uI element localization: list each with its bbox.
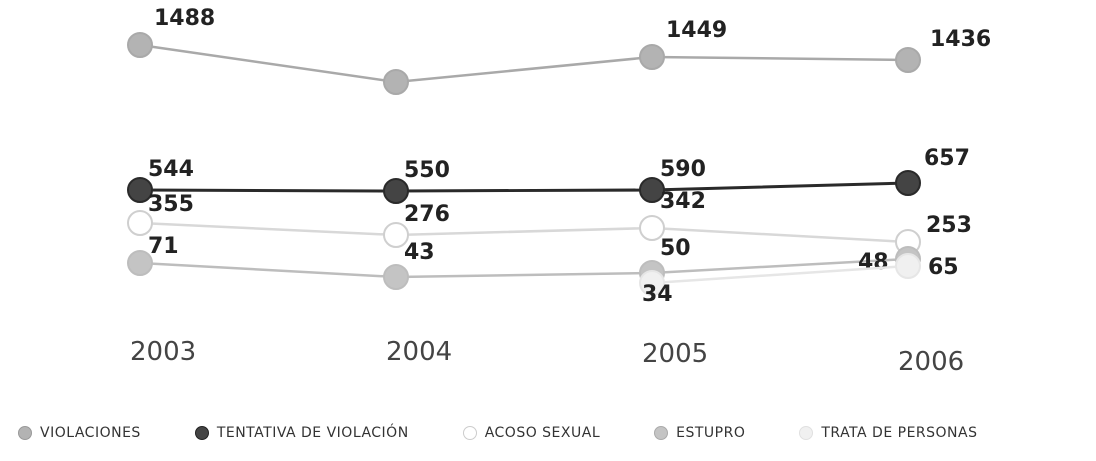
legend-item-tentativa: TENTATIVA DE VIOLACIÓN (194, 425, 409, 441)
series-line-1 (139, 181, 909, 193)
point-0-0 (127, 32, 153, 58)
series-line-0 (139, 43, 909, 84)
point-3-0 (127, 250, 153, 276)
data-label-4-2: 34 (642, 282, 673, 307)
data-label-0-3: 1436 (930, 27, 991, 52)
x-tick-label-2005: 2005 (642, 339, 708, 369)
data-label-1-2: 590 (660, 157, 706, 182)
legend-item-acoso: ACOSO SEXUAL (462, 425, 601, 441)
point-0-2 (639, 44, 665, 70)
legend-item-trata: TRATA DE PERSONAS (799, 425, 977, 441)
point-4-3 (895, 253, 921, 279)
legend-item-violaciones: VIOLACIONES (18, 425, 141, 441)
legend-label-tentativa: TENTATIVA DE VIOLACIÓN (216, 425, 409, 441)
legend-swatch-acoso (462, 426, 477, 440)
data-label-2-0: 355 (148, 192, 194, 217)
point-2-1 (383, 222, 409, 248)
data-label-0-2: 1449 (666, 18, 727, 43)
data-label-1-0: 544 (148, 157, 194, 182)
legend-label-estupro: ESTUPRO (676, 425, 746, 441)
data-label-1-3: 657 (924, 146, 970, 171)
data-label-3-3: 48 (858, 250, 889, 275)
legend-label-trata: TRATA DE PERSONAS (821, 425, 978, 441)
legend-label-violaciones: VIOLACIONES (40, 425, 141, 441)
point-0-3 (895, 47, 921, 73)
x-tick-label-2003: 2003 (130, 337, 196, 367)
point-4-2 (639, 270, 665, 296)
data-label-3-0: 71 (148, 234, 179, 259)
point-1-1 (383, 178, 409, 204)
legend-item-estupro: ESTUPRO (654, 425, 745, 441)
point-2-0 (127, 210, 153, 236)
data-label-4-3: 65 (928, 255, 959, 280)
legend-swatch-estupro (654, 426, 669, 440)
legend-swatch-trata (799, 426, 814, 440)
legend-swatch-violaciones (18, 426, 32, 440)
legend-swatch-tentativa (194, 426, 209, 440)
x-tick-label-2004: 2004 (386, 337, 452, 367)
data-label-2-1: 276 (404, 202, 450, 227)
data-label-1-1: 550 (404, 158, 450, 183)
data-label-3-2: 50 (660, 236, 691, 261)
x-tick-label-2006: 2006 (898, 347, 964, 377)
series-line-2 (139, 221, 909, 244)
data-label-2-3: 253 (926, 213, 972, 238)
point-1-0 (127, 177, 153, 203)
point-1-2 (639, 177, 665, 203)
series-line-4 (651, 264, 909, 285)
legend-label-acoso: ACOSO SEXUAL (484, 425, 601, 441)
data-label-0-0: 1488 (154, 6, 215, 31)
data-label-3-1: 43 (404, 240, 435, 265)
series-line-3 (139, 257, 909, 279)
legend: VIOLACIONES TENTATIVA DE VIOLACIÓN ACOSO… (18, 425, 978, 441)
line-chart: 1488 1449 1436 544 550 590 657 355 276 342 253 71 43… (127, 6, 991, 377)
point-3-1 (383, 264, 409, 290)
point-0-1 (383, 69, 409, 95)
point-1-3 (895, 170, 921, 196)
data-label-2-2: 342 (660, 189, 706, 214)
point-2-2 (639, 215, 665, 241)
